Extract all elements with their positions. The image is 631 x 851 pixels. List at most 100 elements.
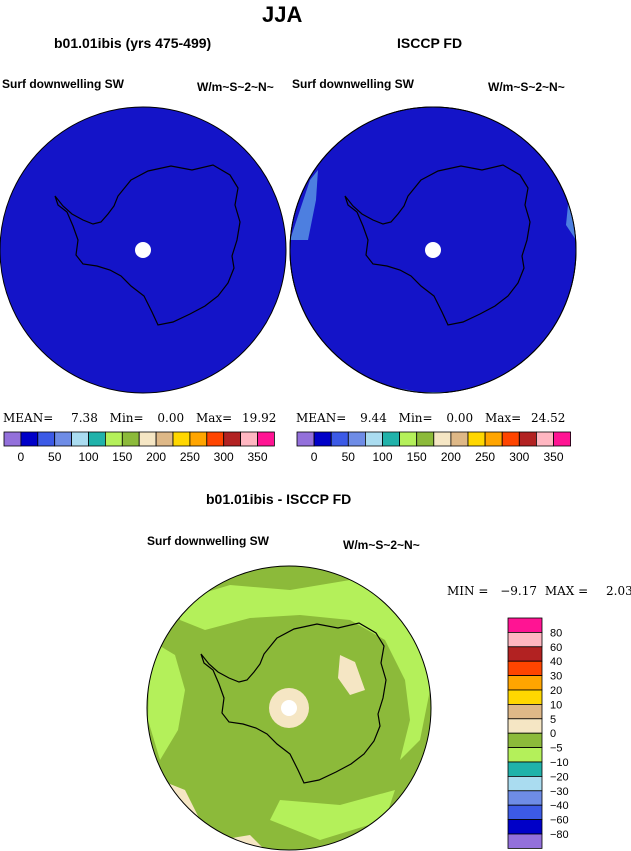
colorbar-tick-label: −20 — [550, 771, 569, 783]
colorbar-swatch — [71, 431, 89, 447]
colorbar-swatch — [507, 617, 543, 633]
pole-hole-diff — [281, 700, 297, 716]
colorbar-tick-label: 300 — [214, 450, 234, 464]
colorbar-swatch — [20, 431, 39, 447]
panel-title-model: b01.01ibis (yrs 475-499) — [54, 35, 212, 51]
colorbar-swatch — [484, 431, 503, 447]
colorbar-obs: 0 50 100 150 200 250 300 350 — [296, 431, 572, 464]
colorbar-swatch — [507, 747, 543, 763]
colorbar-swatch — [37, 431, 56, 447]
colorbar-swatch — [347, 431, 366, 447]
stats-obs: MEAN= 9.44 Min= 0.00 Max= 24.52 — [296, 411, 565, 425]
colorbar-tick-label: −30 — [550, 786, 569, 798]
colorbar-tick-label: 40 — [550, 656, 562, 668]
colorbar-tick-label: −10 — [550, 757, 569, 769]
mean-label: MEAN= — [296, 411, 347, 425]
colorbar-swatch — [416, 431, 435, 447]
mean-value: 7.38 — [71, 411, 98, 425]
diff-max-value: 2.03 — [606, 584, 631, 598]
colorbar-tick-label: 200 — [146, 450, 166, 464]
min-label: Min= — [109, 411, 144, 425]
panel-left-label-model: Surf downwelling SW — [2, 77, 124, 91]
colorbar-swatch — [155, 431, 174, 447]
pole-hole-model — [135, 242, 151, 258]
colorbar-swatch — [240, 431, 258, 447]
colorbar-tick-label: 300 — [509, 450, 529, 464]
colorbar-tick-label: −40 — [550, 800, 569, 812]
colorbar-swatch — [223, 431, 241, 447]
diff-max-label: MAX = — [544, 584, 589, 598]
colorbar-swatch — [507, 819, 543, 835]
colorbar-tick-label: 60 — [550, 642, 562, 654]
colorbar-tick-label: 150 — [407, 450, 427, 464]
panel-left-label-obs: Surf downwelling SW — [292, 77, 414, 91]
colorbar-tick-label: 250 — [475, 450, 495, 464]
min-value: 0.00 — [446, 411, 474, 425]
colorbar-tick-label: −80 — [550, 829, 569, 841]
stats-model: MEAN= 7.38 Min= 0.00 Max= 19.92 — [3, 411, 276, 425]
colorbar-swatch — [507, 761, 543, 777]
colorbar-swatch — [433, 431, 452, 447]
colorbar-swatch — [507, 732, 543, 749]
colorbar-swatch — [172, 431, 191, 447]
max-value: 24.52 — [531, 411, 566, 425]
diff-min-value: −9.17 — [500, 584, 538, 598]
colorbar-tick-label: 50 — [48, 450, 62, 464]
colorbar-swatch — [507, 790, 543, 806]
colorbar-tick-label: 5 — [550, 714, 556, 726]
colorbar-swatch — [296, 431, 315, 447]
colorbar-tick-label: 0 — [550, 728, 556, 740]
colorbar-tick-label: 200 — [441, 450, 461, 464]
colorbar-tick-label: 100 — [78, 450, 98, 464]
colorbar-tick-label: 10 — [550, 699, 562, 711]
colorbar-swatch — [138, 431, 157, 447]
colorbar-tick-label: −60 — [550, 815, 569, 827]
colorbar-swatch — [313, 431, 332, 447]
max-label: Max= — [195, 411, 233, 425]
colorbar-swatch — [189, 431, 208, 447]
colorbar-model: 0 50 100 150 200 250 300 350 — [3, 431, 275, 464]
colorbar-swatch — [518, 431, 537, 447]
colorbar-diff: 80 60 40 30 20 10 5 0 −5 −10 −20 −30 −40 −60 −80 — [507, 617, 569, 849]
colorbar-swatch — [507, 675, 543, 691]
diff-left-label: Surf downwelling SW — [147, 534, 269, 548]
colorbar-swatch — [507, 718, 543, 734]
colorbar-swatch — [121, 431, 140, 447]
colorbar-swatch — [507, 776, 543, 792]
min-label: Min= — [398, 411, 433, 425]
colorbar-swatch — [507, 632, 543, 648]
colorbar-tick-label: 50 — [342, 450, 356, 464]
page-title: JJA — [262, 2, 303, 27]
colorbar-tick-label: 80 — [550, 627, 562, 639]
colorbar-tick-label: 350 — [543, 450, 563, 464]
colorbar-tick-label: 30 — [550, 671, 562, 683]
max-value: 19.92 — [242, 411, 277, 425]
colorbar-swatch — [501, 431, 520, 447]
colorbar-swatch — [399, 431, 418, 447]
colorbar-swatch — [507, 833, 543, 849]
colorbar-tick-label: 20 — [550, 685, 562, 697]
colorbar-tick-label: 150 — [112, 450, 132, 464]
panel-right-label-model: W/m~S~2~N~ — [197, 80, 274, 94]
map-obs — [289, 106, 577, 394]
diff-min-label: MIN = — [447, 584, 489, 598]
colorbar-swatch — [507, 689, 543, 705]
colorbar-swatch — [382, 431, 401, 447]
colorbar-swatch — [105, 431, 123, 447]
pole-hole-obs — [425, 242, 441, 258]
diff-title: b01.01ibis - ISCCP FD — [206, 491, 352, 507]
colorbar-swatch — [3, 431, 22, 447]
colorbar-tick-label: 250 — [180, 450, 200, 464]
colorbar-swatch — [507, 804, 543, 821]
colorbar-swatch — [364, 431, 383, 447]
panel-right-label-obs: W/m~S~2~N~ — [488, 80, 565, 94]
colorbar-swatch — [507, 646, 543, 662]
colorbar-swatch — [257, 431, 275, 447]
map-difference — [146, 565, 432, 851]
colorbar-swatch — [536, 431, 554, 447]
colorbar-tick-label: −5 — [550, 743, 563, 755]
colorbar-swatch — [507, 704, 543, 720]
diff-right-label: W/m~S~2~N~ — [343, 538, 420, 552]
colorbar-tick-label: 0 — [18, 450, 25, 464]
